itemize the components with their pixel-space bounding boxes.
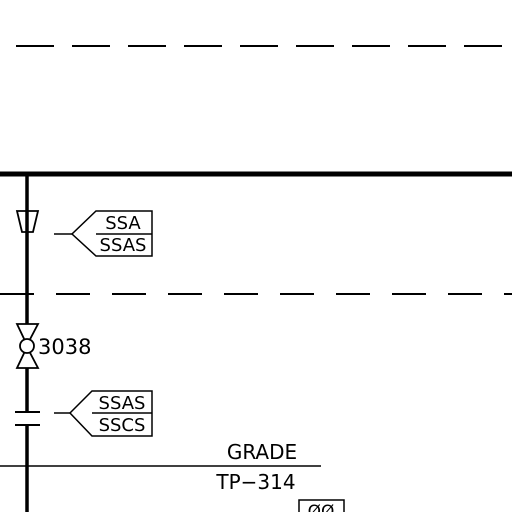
corner-box-text: ØØ xyxy=(308,502,335,512)
valve-number: 3038 xyxy=(38,335,91,359)
lower-tag-flag[interactable]: SSAS SSCS xyxy=(54,390,153,437)
gate-valve[interactable] xyxy=(15,323,40,369)
upper-tag-bottom: SSAS xyxy=(100,235,147,256)
lower-tag-top: SSAS xyxy=(99,393,146,414)
upper-tag-top: SSA xyxy=(105,213,141,234)
corner-box: ØØ xyxy=(298,499,345,512)
upper-tag-flag[interactable]: SSA SSAS xyxy=(54,210,153,257)
grade-label: GRADE xyxy=(227,440,297,464)
lower-tag-bottom: SSCS xyxy=(99,415,146,436)
flange-break xyxy=(15,411,40,426)
reducer-symbol xyxy=(15,210,40,233)
grade-reference: TP−314 xyxy=(215,470,295,494)
